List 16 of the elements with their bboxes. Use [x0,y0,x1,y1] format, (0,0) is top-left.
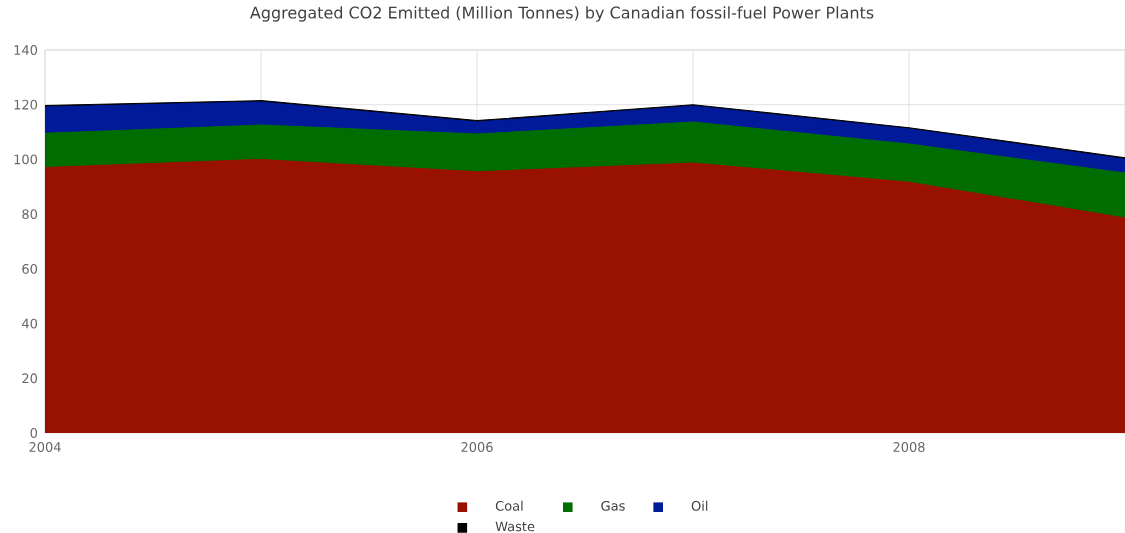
y-tick-label: 60 [22,263,38,274]
y-tick-label: 140 [14,45,38,55]
y-tick-label: 0 [30,428,38,438]
y-tick-label: 120 [14,99,38,110]
y-tick-label: 100 [14,154,38,165]
legend-label: Coal [495,500,523,511]
x-tick-label: 2006 [461,442,493,452]
y-tick-label: 40 [22,318,38,329]
chart-title: Aggregated CO2 Emitted (Million Tonnes) by Canadian fossil-fuel Power Plants [250,6,874,22]
y-tick-label: 80 [22,209,38,220]
x-tick-label: 2008 [893,442,925,452]
legend-label: Oil [691,500,708,511]
x-tick-label: 2004 [29,442,61,452]
legend-label: Gas [601,500,625,511]
y-tick-label: 20 [22,373,38,384]
legend-label: Waste [495,521,535,532]
